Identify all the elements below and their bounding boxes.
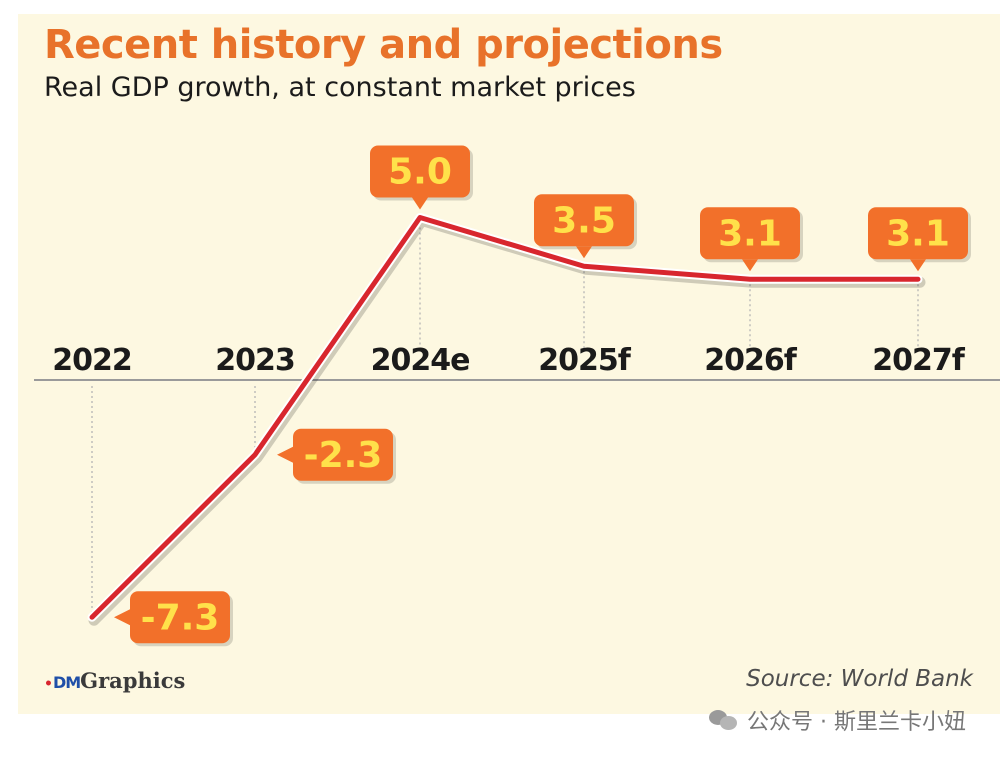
data-label-box [700, 207, 800, 260]
data-label-pointer [910, 259, 926, 272]
data-label-pointer [576, 246, 592, 259]
data-label-box [293, 428, 393, 481]
dm-graphics-logo: •DMGraphics [44, 668, 186, 693]
wechat-icon [709, 708, 739, 732]
data-label: -2.3 [304, 435, 383, 476]
data-label-box [130, 591, 230, 644]
data-label-box [868, 207, 968, 260]
data-label: 3.1 [718, 213, 782, 254]
x-tick-label: 2024e [371, 343, 470, 378]
watermark: 公众号 · 斯里兰卡小妞 [709, 704, 966, 736]
x-tick-label: 2022 [52, 343, 132, 378]
data-label-box [534, 194, 634, 247]
chart-subtitle: Real GDP growth, at constant market pric… [44, 72, 636, 103]
data-label: 3.5 [552, 200, 616, 241]
data-label: 5.0 [388, 152, 452, 193]
x-tick-label: 2027f [872, 343, 965, 378]
watermark-text: 公众号 · 斯里兰卡小妞 [747, 710, 966, 735]
logo-star-icon: • [44, 676, 53, 692]
x-tick-label: 2026f [704, 343, 797, 378]
data-label-pointer [412, 197, 428, 210]
series-line [89, 215, 921, 620]
data-label: 3.1 [886, 213, 950, 254]
data-label-pointer [114, 609, 130, 626]
data-label-box [370, 145, 470, 198]
source-note: Source: World Bank [746, 666, 973, 692]
data-label: -7.3 [141, 597, 220, 638]
data-label-pointer [742, 259, 758, 272]
x-tick-label: 2023 [215, 343, 295, 378]
x-tick-label: 2025f [538, 343, 631, 378]
chart-title: Recent history and projections [44, 22, 723, 68]
data-label-pointer [277, 446, 293, 463]
